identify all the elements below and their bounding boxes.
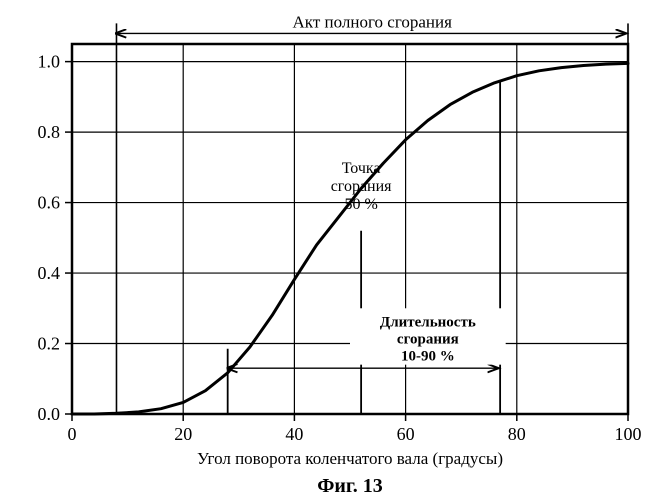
duration-label: сгорания — [397, 331, 459, 347]
xtick-label: 40 — [285, 424, 303, 444]
xtick-label: 80 — [508, 424, 526, 444]
ytick-label: 0.0 — [38, 404, 61, 424]
duration-label: Длительность — [380, 314, 476, 330]
xtick-label: 100 — [615, 424, 642, 444]
xtick-label: 60 — [397, 424, 415, 444]
mfb50-label: сгорания — [331, 178, 392, 195]
xtick-label: 20 — [174, 424, 192, 444]
xtick-label: 0 — [68, 424, 77, 444]
figure-caption: Фиг. 13 — [317, 475, 383, 497]
mfb50-label: Точка — [342, 160, 381, 177]
x-axis-label: Угол поворота коленчатого вала (градусы) — [197, 449, 503, 468]
ytick-label: 0.4 — [38, 263, 61, 283]
combustion-chart: 0 20 40 60 80 100 0.0 0.2 0.4 0.6 0.8 1.0 Угол повор… — [0, 0, 652, 500]
mfb50-label: 50 % — [344, 196, 377, 213]
ytick-label: 1.0 — [38, 52, 61, 72]
ytick-label: 0.2 — [38, 334, 61, 354]
duration-label: 10-90 % — [401, 348, 455, 364]
full-act-label: Акт полного сгорания — [293, 12, 453, 31]
ytick-label: 0.8 — [38, 122, 61, 142]
ytick-label: 0.6 — [38, 193, 61, 213]
